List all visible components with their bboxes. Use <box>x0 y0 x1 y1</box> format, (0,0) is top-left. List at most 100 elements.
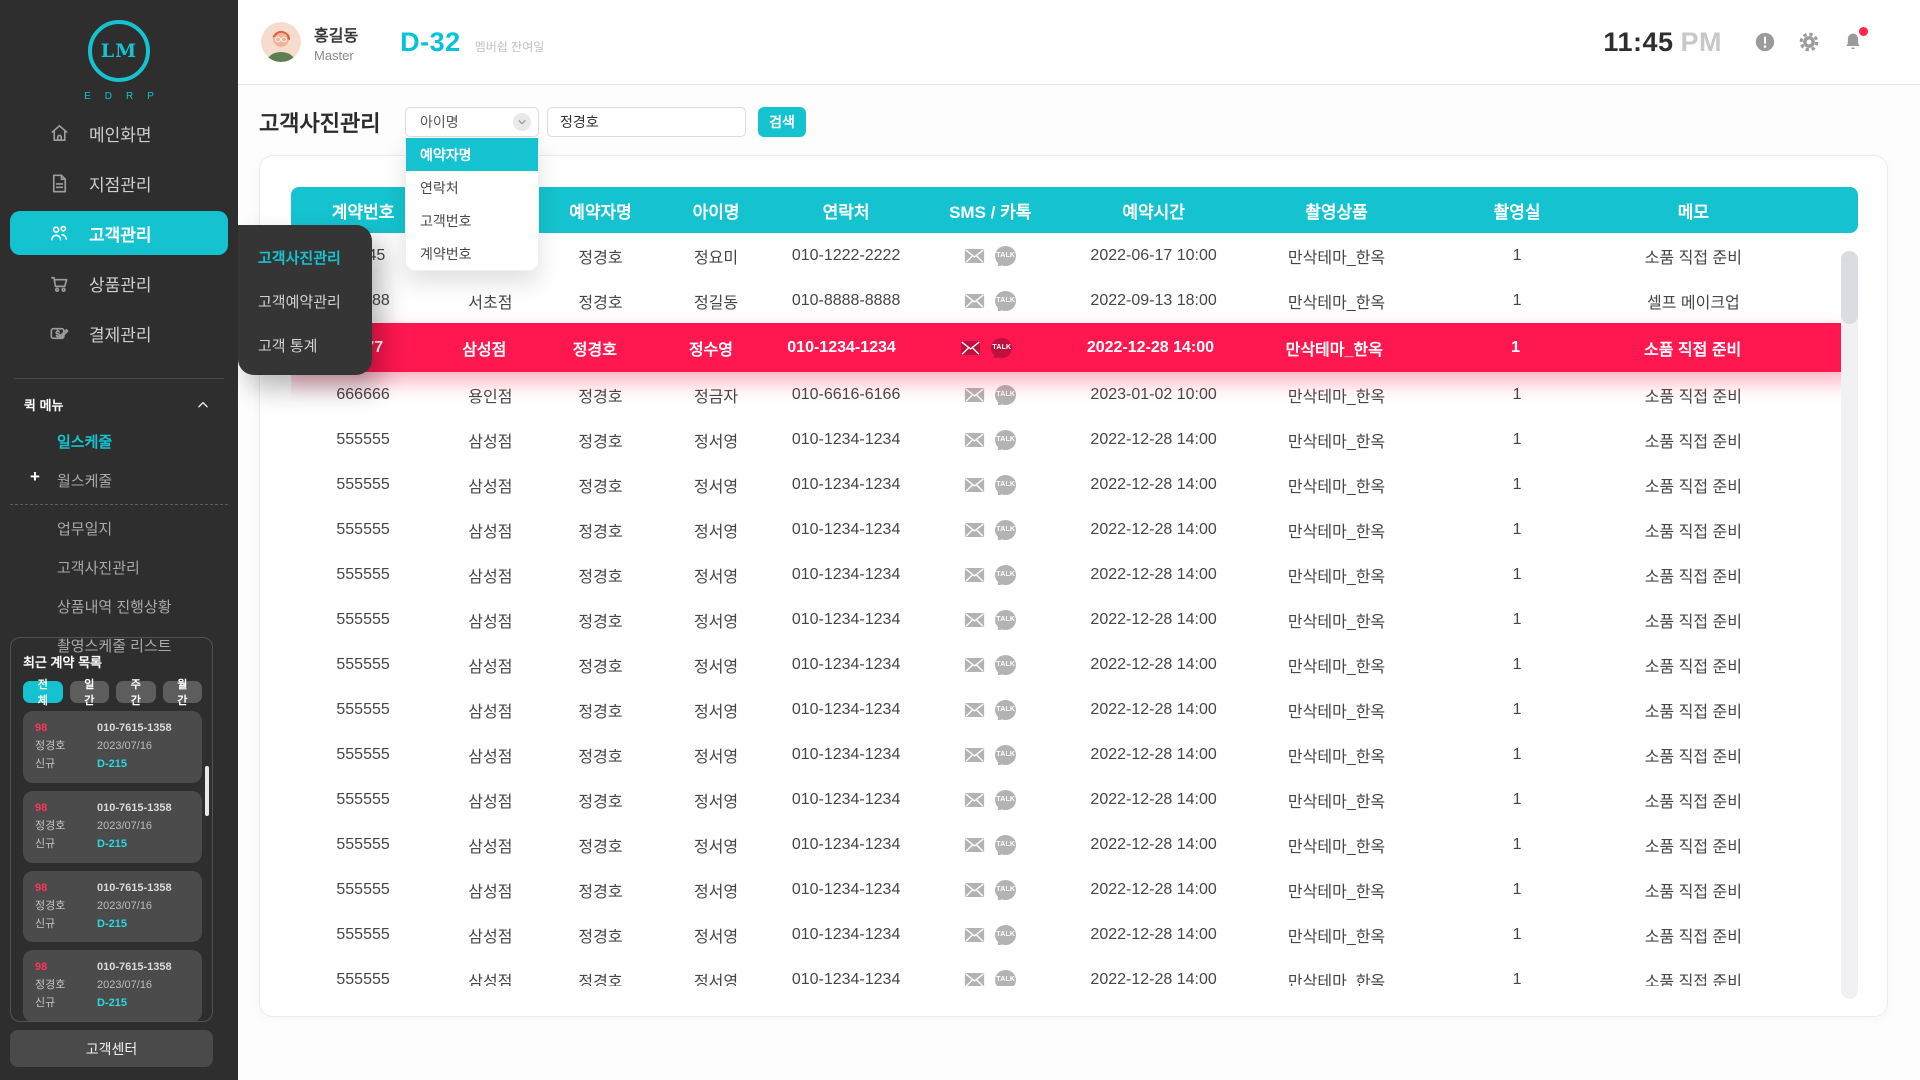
cell-contract: 555555 <box>336 745 390 763</box>
kakao-talk-icon[interactable]: TALK <box>995 969 1017 986</box>
kakao-talk-icon[interactable]: TALK <box>995 245 1017 266</box>
dropdown-option[interactable]: 예약자명 <box>406 138 538 171</box>
sms-envelope-icon[interactable] <box>964 612 985 628</box>
quick-item-product-progress[interactable]: 상품내역 진행상황 <box>0 587 238 626</box>
avatar-illustration <box>261 22 301 62</box>
plus-icon[interactable]: + <box>30 467 40 486</box>
table-scrollbar-track[interactable] <box>1841 251 1858 999</box>
kakao-talk-icon[interactable]: TALK <box>995 290 1017 311</box>
submenu-item[interactable]: 고객 통계 <box>258 338 318 355</box>
table-row[interactable]: 888888 서초점 정경호 정길동 010-8888-8888 TALK 20… <box>291 278 1858 323</box>
table-row[interactable]: 555555 삼성점 정경호 정서영 010-1234-1234 TALK 20… <box>291 462 1858 507</box>
search-filter-select[interactable]: 아이명 <box>405 107 539 137</box>
dropdown-option[interactable]: 계약번호 <box>420 245 472 262</box>
dropdown-option[interactable]: 고객번호 <box>420 212 472 229</box>
table-row[interactable]: 555555 삼성점 정경호 정서영 010-1234-1234 TALK 20… <box>291 552 1858 597</box>
table-row[interactable]: 777777 삼성점 정경호 정수영 010-1234-1234 TALK 20… <box>291 323 1858 372</box>
kakao-talk-icon[interactable]: TALK <box>995 879 1017 900</box>
recent-filter-button[interactable]: 월간 <box>162 679 202 707</box>
cell-product: 만삭테마_한옥 <box>1287 523 1386 541</box>
sidebar-item-customers[interactable]: 고객관리 <box>10 211 228 255</box>
quick-item-month-schedule[interactable]: + 월스케줄 <box>0 461 238 500</box>
cell-branch: 삼성점 <box>468 478 513 496</box>
sms-envelope-icon[interactable] <box>964 657 985 673</box>
sidebar-item-products[interactable]: 상품관리 <box>10 258 228 308</box>
sms-envelope-icon[interactable] <box>964 972 985 986</box>
cell-product: 만삭테마_한옥 <box>1287 883 1386 901</box>
kakao-talk-icon[interactable]: TALK <box>995 699 1017 720</box>
table-row[interactable]: 555555 삼성점 정경호 정서영 010-1234-1234 TALK 20… <box>291 912 1858 957</box>
quick-item-work-log[interactable]: 업무일지 <box>0 509 238 548</box>
recent-contract-card[interactable]: 98 010-7615-1358 정경호 2023/07/16 신규 D-215 <box>23 950 202 1021</box>
sms-envelope-icon[interactable] <box>964 387 985 403</box>
sidebar-item-main[interactable]: 메인화면 <box>10 108 228 158</box>
kakao-talk-icon[interactable]: TALK <box>995 834 1017 855</box>
recent-filter-button[interactable]: 일간 <box>69 679 109 707</box>
sms-envelope-icon[interactable] <box>964 293 985 309</box>
table-row[interactable]: 555555 삼성점 정경호 정서영 010-1234-1234 TALK 20… <box>291 417 1858 462</box>
search-button[interactable]: 검색 <box>758 107 806 137</box>
quick-menu-header[interactable]: 퀵 메뉴 <box>24 395 210 414</box>
col-memo: 메모 <box>1677 202 1710 222</box>
kakao-talk-icon[interactable]: TALK <box>995 384 1017 405</box>
bell-icon[interactable] <box>1842 27 1868 53</box>
info-icon[interactable] <box>1754 31 1776 53</box>
kakao-talk-icon[interactable]: TALK <box>991 337 1013 358</box>
recent-contract-card[interactable]: 98 010-7615-1358 정경호 2023/07/16 신규 D-215 <box>23 790 202 863</box>
kakao-talk-icon[interactable]: TALK <box>995 474 1017 495</box>
sms-envelope-icon[interactable] <box>960 340 981 356</box>
quick-item-day-schedule[interactable]: 일스케줄 <box>0 422 238 461</box>
customer-center-button[interactable]: 고객센터 <box>10 1030 213 1067</box>
table-row[interactable]: 555555 삼성점 정경호 정서영 010-1234-1234 TALK 20… <box>291 867 1858 912</box>
cell-reserver: 정경호 <box>578 883 623 901</box>
table-row[interactable]: 555555 삼성점 정경호 정서영 010-1234-1234 TALK 20… <box>291 822 1858 867</box>
gear-icon[interactable] <box>1798 31 1820 53</box>
recent-list-scrollbar[interactable] <box>205 766 209 816</box>
sidebar-item-payments[interactable]: 결제관리 <box>10 308 228 358</box>
sms-envelope-icon[interactable] <box>964 927 985 943</box>
sms-envelope-icon[interactable] <box>964 747 985 763</box>
recent-contract-card[interactable]: 98 010-7615-1358 정경호 2023/07/16 신규 D-215 <box>23 870 202 943</box>
kakao-talk-icon[interactable]: TALK <box>995 744 1017 765</box>
sms-envelope-icon[interactable] <box>964 702 985 718</box>
kakao-talk-icon[interactable]: TALK <box>995 789 1017 810</box>
sms-envelope-icon[interactable] <box>964 792 985 808</box>
submenu-item[interactable]: 고객예약관리 <box>258 294 341 311</box>
sms-envelope-icon[interactable] <box>964 248 985 264</box>
sidebar-item-branch[interactable]: 지점관리 <box>10 158 228 208</box>
dropdown-option[interactable]: 연락처 <box>420 179 459 196</box>
sms-envelope-icon[interactable] <box>964 477 985 493</box>
table-row[interactable]: 666666 용인점 정경호 정금자 010-6616-6166 TALK 20… <box>291 372 1858 417</box>
table-row[interactable]: 555555 삼성점 정경호 정서영 010-1234-1234 TALK 20… <box>291 687 1858 732</box>
sms-envelope-icon[interactable] <box>964 432 985 448</box>
table-scrollbar-thumb[interactable] <box>1841 251 1858 324</box>
recent-filter-button[interactable]: 전체 <box>23 679 63 707</box>
kakao-talk-icon[interactable]: TALK <box>995 924 1017 945</box>
sms-envelope-icon[interactable] <box>964 567 985 583</box>
kakao-talk-icon[interactable]: TALK <box>995 654 1017 675</box>
kakao-talk-icon[interactable]: TALK <box>995 609 1017 630</box>
table-row[interactable]: 555555 삼성점 정경호 정서영 010-1234-1234 TALK 20… <box>291 777 1858 822</box>
sms-envelope-icon[interactable] <box>964 882 985 898</box>
quick-item-shoot-schedule-list[interactable]: 촬영스케줄 리스트 <box>0 626 238 665</box>
cell-reserver: 정경호 <box>578 748 623 766</box>
kakao-talk-icon[interactable]: TALK <box>995 564 1017 585</box>
table-row[interactable]: 555555 삼성점 정경호 정서영 010-1234-1234 TALK 20… <box>291 957 1858 986</box>
kakao-talk-icon[interactable]: TALK <box>995 429 1017 450</box>
page-title: 고객사진관리 <box>259 111 381 136</box>
submenu-item[interactable]: 고객사진관리 <box>258 250 341 267</box>
table-row[interactable]: 555555 삼성점 정경호 정서영 010-1234-1234 TALK 20… <box>291 732 1858 777</box>
table-row[interactable]: 555555 삼성점 정경호 정서영 010-1234-1234 TALK 20… <box>291 642 1858 687</box>
chevron-up-icon[interactable] <box>196 398 210 412</box>
search-input[interactable] <box>547 107 746 137</box>
sms-envelope-icon[interactable] <box>964 837 985 853</box>
sms-envelope-icon[interactable] <box>964 522 985 538</box>
table-row[interactable]: 555555 삼성점 정경호 정서영 010-1234-1234 TALK 20… <box>291 597 1858 642</box>
table-row[interactable]: 12345 정경호 정요미 010-1222-2222 TALK 2022-06… <box>291 233 1858 278</box>
table-row[interactable]: 555555 삼성점 정경호 정서영 010-1234-1234 TALK 20… <box>291 507 1858 552</box>
quick-item-photo-mgmt[interactable]: 고객사진관리 <box>0 548 238 587</box>
recent-filter-button[interactable]: 주간 <box>116 679 156 707</box>
kakao-talk-icon[interactable]: TALK <box>995 519 1017 540</box>
recent-contract-card[interactable]: 98 010-7615-1358 정경호 2023/07/16 신규 D-215 <box>23 711 202 783</box>
avatar[interactable] <box>261 22 301 62</box>
